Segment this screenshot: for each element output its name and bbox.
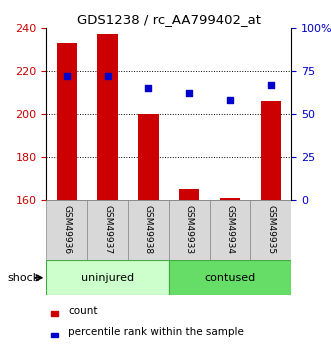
Text: GSM49937: GSM49937 xyxy=(103,205,112,254)
Text: GSM49934: GSM49934 xyxy=(225,205,235,254)
Bar xyxy=(169,260,291,295)
Bar xyxy=(251,200,291,260)
Point xyxy=(105,73,110,79)
Bar xyxy=(261,101,281,200)
Bar xyxy=(97,34,118,200)
Title: GDS1238 / rc_AA799402_at: GDS1238 / rc_AA799402_at xyxy=(77,13,261,27)
Text: contused: contused xyxy=(205,273,256,283)
Bar xyxy=(179,189,199,200)
Text: GSM49938: GSM49938 xyxy=(144,205,153,254)
Text: count: count xyxy=(69,306,98,316)
Text: percentile rank within the sample: percentile rank within the sample xyxy=(69,327,244,337)
Bar xyxy=(138,114,159,200)
Text: GSM49935: GSM49935 xyxy=(266,205,275,254)
Bar xyxy=(51,333,58,337)
Point xyxy=(187,90,192,96)
Bar xyxy=(220,198,240,200)
Text: GSM49936: GSM49936 xyxy=(62,205,71,254)
Point xyxy=(227,97,233,103)
Bar xyxy=(128,200,169,260)
Point xyxy=(64,73,70,79)
Point xyxy=(268,82,273,87)
Text: uninjured: uninjured xyxy=(81,273,134,283)
Point xyxy=(146,85,151,91)
Bar xyxy=(210,200,251,260)
Bar xyxy=(51,312,58,316)
Bar xyxy=(57,43,77,200)
Text: GSM49933: GSM49933 xyxy=(185,205,194,254)
Bar xyxy=(87,200,128,260)
Text: shock: shock xyxy=(8,273,40,283)
Bar xyxy=(169,200,210,260)
Bar xyxy=(46,200,87,260)
Bar xyxy=(46,260,169,295)
